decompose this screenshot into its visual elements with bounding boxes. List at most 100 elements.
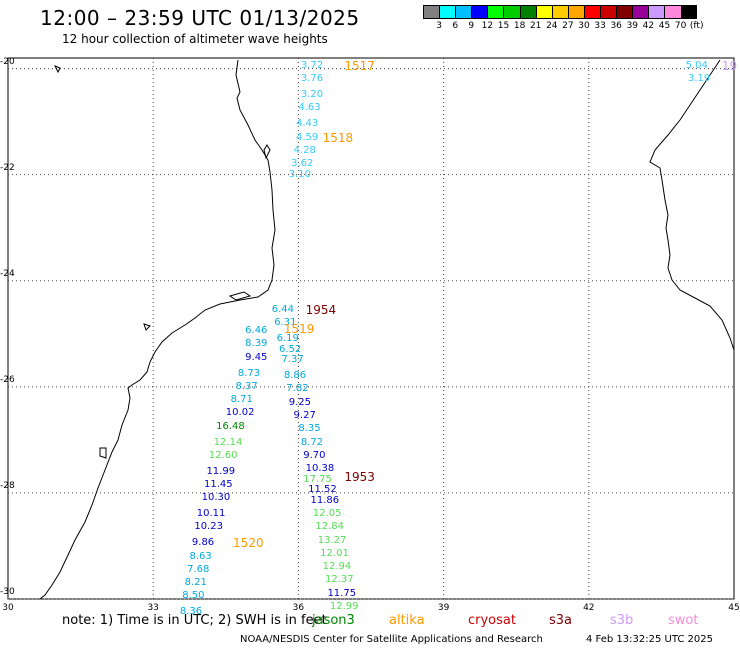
lat-tick-label: -30	[0, 587, 15, 597]
credit-line: NOAA/NESDIS Center for Satellite Applica…	[240, 634, 543, 645]
wave-height-value: 8.63	[189, 550, 212, 562]
satellite-legend-jason3: jason3	[312, 613, 355, 628]
wave-height-value: 12.05	[312, 508, 342, 520]
colorbar-swatch	[487, 5, 504, 19]
wave-height-value: 9.70	[303, 449, 326, 461]
colorbar-swatch	[648, 5, 665, 19]
colorbar-label: (ft)	[689, 21, 704, 31]
satellite-legend-cryosat: cryosat	[468, 613, 516, 628]
colorbar-swatch	[616, 5, 633, 19]
wave-height-value: 4.63	[298, 102, 321, 114]
lat-tick-label: -28	[0, 480, 15, 491]
pass-id-label: 1517	[344, 58, 375, 73]
colorbar-swatch	[455, 5, 472, 19]
wave-height-value: 10.23	[194, 521, 223, 533]
lon-tick-label: 33	[147, 603, 159, 613]
wave-height-value: 10.02	[225, 407, 255, 419]
satellite-legend-s3a: s3a	[549, 613, 573, 628]
colorbar-swatch	[423, 5, 440, 19]
wave-height-value: 12.84	[315, 521, 344, 533]
wave-height-value: 8.71	[230, 394, 253, 406]
wave-height-value: 6.19	[276, 333, 299, 345]
wave-height-value: 6.52	[279, 343, 302, 355]
colorbar-label: 9	[468, 21, 475, 31]
wave-height-value: 9.27	[293, 410, 316, 421]
colorbar-swatch	[583, 5, 601, 19]
colorbar-swatch	[503, 5, 520, 19]
wave-height-value: 8.50	[182, 590, 205, 602]
wave-height-value: 6.31	[274, 317, 297, 329]
wave-height-value: 12.14	[213, 436, 243, 448]
colorbar-swatch	[632, 5, 649, 19]
colorbar-swatch	[471, 5, 488, 19]
colorbar-labels: 3 6 9 12 15 18 21 24 27 30 33 36 39 42 45 70 (ft)	[423, 21, 740, 33]
pass-id-label: 1953	[344, 470, 375, 484]
wave-height-value: 4.28	[293, 144, 316, 156]
page-title: 12:00 – 23:59 UTC 01/13/2025	[40, 6, 360, 30]
coastline-island	[263, 144, 271, 160]
wave-height-value: 5.04	[685, 59, 708, 71]
colorbar-swatch	[600, 5, 617, 19]
wave-height-value: 3.62	[291, 158, 314, 170]
wave-height-value: 7.37	[281, 354, 304, 366]
wave-height-value: 11.75	[327, 587, 357, 599]
lon-tick-label: 42	[583, 603, 595, 613]
colorbar-swatch	[439, 5, 456, 19]
wave-height-value: 11.99	[206, 465, 236, 477]
colorbar-label: 70	[674, 21, 687, 31]
colorbar-swatch	[551, 5, 568, 19]
colorbar-swatch	[519, 5, 536, 19]
pass-id-label: 19	[721, 58, 738, 73]
wave-height-value: 7.82	[286, 383, 309, 395]
wave-height-value: 4.43	[295, 118, 319, 130]
satellite-legend-altika: altika	[389, 613, 425, 628]
wave-height-value: 8.72	[300, 436, 324, 448]
wave-height-value: 16.48	[216, 420, 245, 432]
wave-height-value: 3.72	[300, 59, 324, 71]
coastline-lake-2	[53, 65, 61, 74]
wave-height-value: 8.39	[245, 338, 268, 350]
colorbar-swatch	[535, 5, 552, 19]
pass-id-label: 1954	[305, 302, 337, 317]
wave-height-value: 3.20	[300, 89, 324, 101]
colorbar-swatch	[680, 5, 697, 19]
wave-height-value: 11.52	[308, 484, 337, 496]
colorbar-label: 33	[594, 21, 606, 31]
lon-tick-label: 36	[292, 603, 305, 613]
colorbar-swatch	[664, 5, 681, 19]
colorbar	[423, 5, 697, 19]
wave-height-value: 8.35	[298, 423, 321, 435]
wave-height-value: 6.46	[245, 325, 268, 337]
wave-height-value: 9.45	[245, 351, 268, 363]
page-subtitle: 12 hour collection of altimeter wave hei…	[62, 32, 328, 46]
colorbar-label: 39	[626, 21, 639, 31]
wave-height-value: 12.01	[320, 547, 349, 559]
wave-height-value: 13.27	[317, 534, 347, 546]
coastline-lake	[99, 447, 107, 459]
lon-tick-label: 30	[2, 603, 14, 613]
lon-tick-label: 39	[437, 603, 450, 613]
lat-tick-label: -26	[0, 374, 15, 385]
wave-height-value: 6.44	[271, 303, 295, 315]
wave-height-value: 7.68	[187, 563, 210, 575]
wave-height-value: 8.21	[184, 577, 207, 589]
lat-tick-label: -20	[0, 56, 15, 67]
pass-id-label: 1520	[233, 536, 264, 551]
wave-height-value: 12.37	[325, 574, 354, 586]
wave-height-value: 10.11	[196, 508, 226, 520]
satellite-legend-swot: swot	[668, 613, 699, 628]
wave-height-value: 10.30	[201, 492, 231, 504]
coastline-lake-3	[143, 323, 151, 331]
lon-tick-label: 45	[728, 603, 740, 613]
colorbar-label: 18	[513, 21, 526, 31]
generation-timestamp: 4 Feb 13:32:25 UTC 2025	[586, 634, 713, 645]
wave-height-value: 3.19	[688, 73, 711, 85]
wave-height-value: 8.37	[235, 380, 258, 392]
wave-height-value: 8.36	[179, 606, 203, 618]
wave-height-value: 9.86	[191, 537, 215, 549]
lat-tick-label: -22	[0, 162, 15, 173]
colorbar-label: 24	[546, 21, 558, 31]
colorbar-label: 45	[658, 21, 671, 31]
colorbar-swatch	[567, 5, 584, 19]
